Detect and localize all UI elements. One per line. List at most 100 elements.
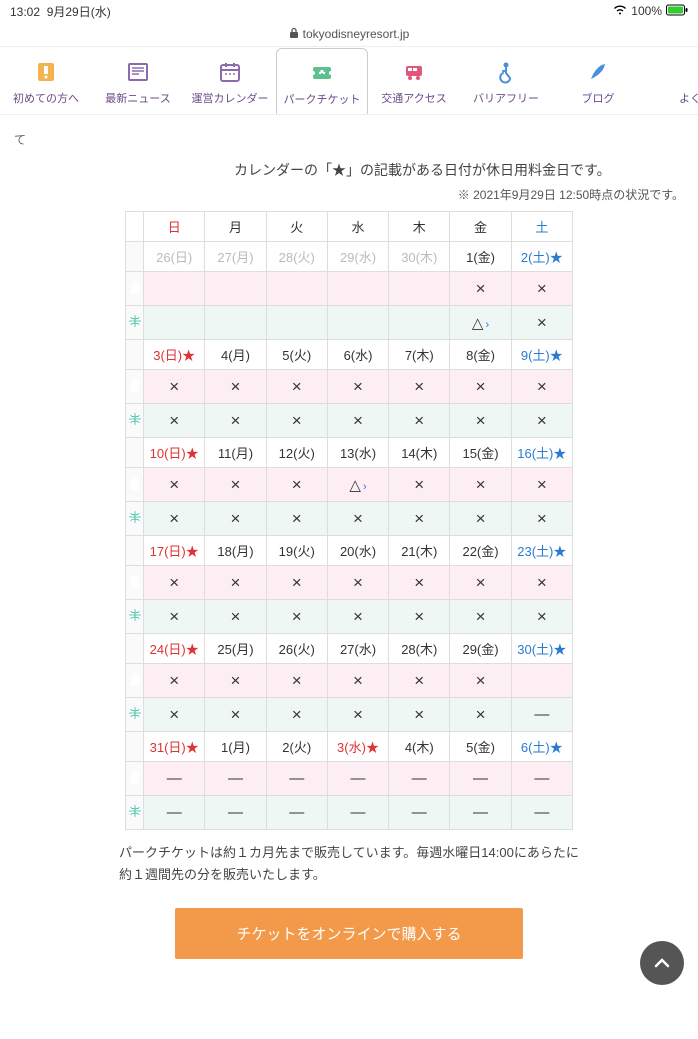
calendar-date[interactable]: 20(水): [327, 536, 388, 566]
availability-cell[interactable]: ×: [205, 404, 266, 438]
availability-cell[interactable]: ×: [327, 566, 388, 600]
availability-cell[interactable]: ×: [511, 306, 572, 340]
availability-cell[interactable]: ×: [450, 272, 511, 306]
availability-cell[interactable]: ×: [266, 664, 327, 698]
calendar-date[interactable]: 4(月): [205, 340, 266, 370]
availability-cell[interactable]: ×: [450, 600, 511, 634]
availability-cell[interactable]: ×: [511, 404, 572, 438]
availability-cell[interactable]: ×: [266, 404, 327, 438]
availability-cell[interactable]: ×: [205, 502, 266, 536]
availability-cell[interactable]: △›: [327, 468, 388, 502]
availability-cell[interactable]: ×: [450, 370, 511, 404]
calendar-date[interactable]: 3(水)★: [327, 732, 388, 762]
availability-cell[interactable]: ×: [144, 566, 205, 600]
calendar-date[interactable]: 29(金): [450, 634, 511, 664]
calendar-date[interactable]: 14(木): [389, 438, 450, 468]
availability-cell[interactable]: ×: [389, 600, 450, 634]
availability-cell[interactable]: —: [511, 796, 572, 830]
calendar-date[interactable]: 2(土)★: [511, 242, 572, 272]
availability-cell[interactable]: ×: [266, 600, 327, 634]
calendar-date[interactable]: 7(木): [389, 340, 450, 370]
availability-cell[interactable]: ×: [389, 664, 450, 698]
availability-cell[interactable]: ×: [389, 566, 450, 600]
calendar-date[interactable]: 1(月): [205, 732, 266, 762]
availability-cell[interactable]: —: [205, 796, 266, 830]
availability-cell[interactable]: ×: [450, 566, 511, 600]
calendar-date[interactable]: 17(日)★: [144, 536, 205, 566]
availability-cell[interactable]: ×: [511, 600, 572, 634]
calendar-date[interactable]: 23(土)★: [511, 536, 572, 566]
calendar-date[interactable]: 28(木): [389, 634, 450, 664]
tab-blog[interactable]: ブログ: [552, 47, 644, 114]
availability-cell[interactable]: ×: [327, 404, 388, 438]
availability-cell[interactable]: ×: [144, 600, 205, 634]
calendar-date[interactable]: 30(土)★: [511, 634, 572, 664]
calendar-date[interactable]: 22(金): [450, 536, 511, 566]
availability-cell[interactable]: ×: [205, 468, 266, 502]
availability-cell[interactable]: ×: [205, 698, 266, 732]
calendar-date[interactable]: 21(木): [389, 536, 450, 566]
tab-barrier[interactable]: バリアフリー: [460, 47, 552, 114]
calendar-date[interactable]: 6(土)★: [511, 732, 572, 762]
calendar-date[interactable]: 27(月): [205, 242, 266, 272]
availability-cell[interactable]: ×: [144, 698, 205, 732]
tab-access[interactable]: 交通アクセス: [368, 47, 460, 114]
tab-ticket[interactable]: パークチケット: [276, 48, 368, 115]
availability-cell[interactable]: ×: [327, 698, 388, 732]
calendar-date[interactable]: 24(日)★: [144, 634, 205, 664]
availability-cell[interactable]: —: [327, 796, 388, 830]
calendar-date[interactable]: 4(木): [389, 732, 450, 762]
availability-cell[interactable]: —: [511, 762, 572, 796]
availability-cell[interactable]: ×: [327, 370, 388, 404]
calendar-date[interactable]: 9(土)★: [511, 340, 572, 370]
availability-cell[interactable]: ×: [205, 566, 266, 600]
calendar-date[interactable]: 18(月): [205, 536, 266, 566]
calendar-date[interactable]: 5(金): [450, 732, 511, 762]
availability-cell[interactable]: ×: [389, 468, 450, 502]
calendar-date[interactable]: 13(水): [327, 438, 388, 468]
availability-cell[interactable]: △›: [450, 306, 511, 340]
availability-cell[interactable]: ×: [389, 698, 450, 732]
url-bar[interactable]: tokyodisneyresort.jp: [0, 22, 698, 46]
calendar-date[interactable]: 15(金): [450, 438, 511, 468]
availability-cell[interactable]: ×: [450, 664, 511, 698]
tab-calendar[interactable]: 運営カレンダー: [184, 47, 276, 114]
calendar-date[interactable]: 31(日)★: [144, 732, 205, 762]
availability-cell[interactable]: ×: [511, 370, 572, 404]
availability-cell[interactable]: ×: [389, 404, 450, 438]
calendar-date[interactable]: 16(土)★: [511, 438, 572, 468]
calendar-date[interactable]: 26(日): [144, 242, 205, 272]
availability-cell[interactable]: ×: [205, 664, 266, 698]
calendar-date[interactable]: 26(火): [266, 634, 327, 664]
availability-cell[interactable]: —: [389, 796, 450, 830]
calendar-date[interactable]: 3(日)★: [144, 340, 205, 370]
availability-cell[interactable]: —: [450, 762, 511, 796]
availability-cell[interactable]: ×: [266, 698, 327, 732]
availability-cell[interactable]: ×: [205, 600, 266, 634]
availability-cell[interactable]: —: [389, 762, 450, 796]
tab-first[interactable]: 初めての方へ: [0, 47, 92, 114]
availability-cell[interactable]: ×: [144, 370, 205, 404]
calendar-date[interactable]: 5(火): [266, 340, 327, 370]
availability-cell[interactable]: ×: [511, 272, 572, 306]
availability-cell[interactable]: ×: [327, 600, 388, 634]
availability-cell[interactable]: ×: [205, 370, 266, 404]
tab-more[interactable]: よく: [644, 47, 698, 114]
availability-cell[interactable]: ×: [511, 502, 572, 536]
availability-cell[interactable]: —: [511, 698, 572, 732]
availability-cell[interactable]: —: [144, 762, 205, 796]
availability-cell[interactable]: ×: [144, 468, 205, 502]
buy-online-button[interactable]: チケットをオンラインで購入する: [175, 908, 523, 959]
availability-cell[interactable]: ×: [389, 502, 450, 536]
availability-cell[interactable]: ×: [511, 566, 572, 600]
availability-cell[interactable]: —: [266, 762, 327, 796]
calendar-date[interactable]: 6(水): [327, 340, 388, 370]
availability-cell[interactable]: ×: [450, 468, 511, 502]
availability-cell[interactable]: ×: [327, 502, 388, 536]
availability-cell[interactable]: ×: [266, 468, 327, 502]
calendar-date[interactable]: 28(火): [266, 242, 327, 272]
availability-cell[interactable]: ×: [266, 502, 327, 536]
calendar-date[interactable]: 8(金): [450, 340, 511, 370]
availability-cell[interactable]: ×: [144, 664, 205, 698]
calendar-date[interactable]: 12(火): [266, 438, 327, 468]
